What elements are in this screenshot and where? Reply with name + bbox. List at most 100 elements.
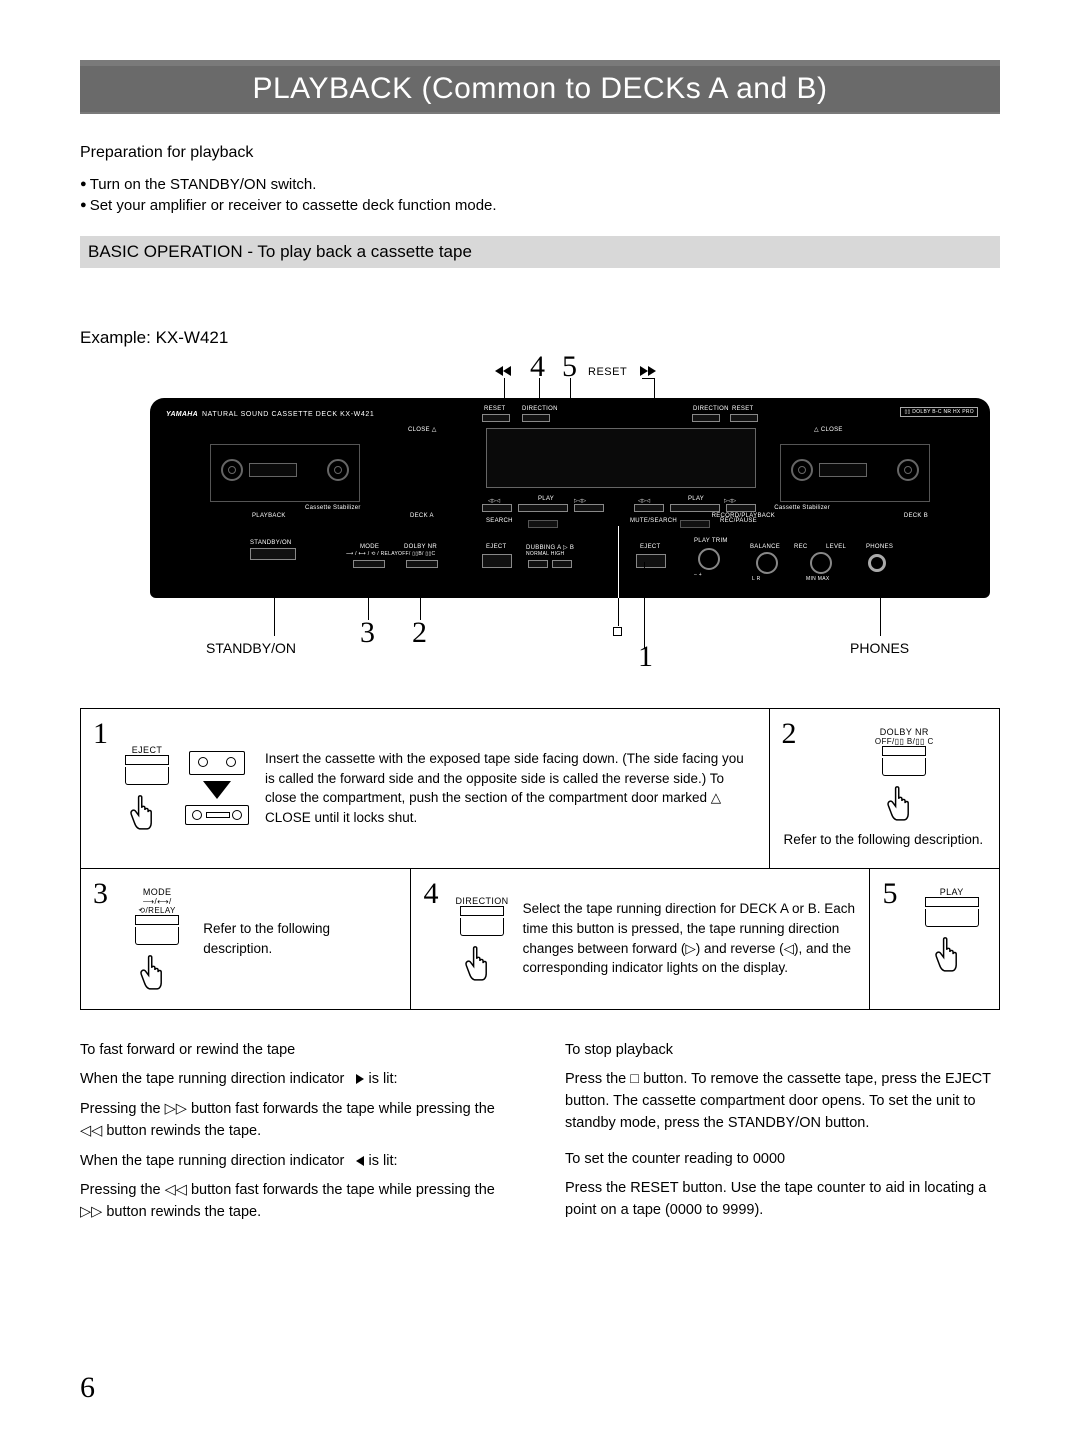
lbl-mute: MUTE/SEARCH xyxy=(630,518,677,524)
hand-icon xyxy=(126,789,168,831)
mode-button[interactable] xyxy=(353,560,385,568)
playtrim-knob[interactable] xyxy=(698,548,720,570)
left-p3: When the tape running direction indicato… xyxy=(80,1151,515,1173)
balance-knob[interactable] xyxy=(756,552,778,574)
eject-button-a[interactable] xyxy=(482,554,512,568)
play-button-b[interactable] xyxy=(670,504,720,512)
reset-button[interactable] xyxy=(482,414,510,422)
deck-diagram: 4 5 RESET YAMAHANATURAL SOUND CASSETTE D… xyxy=(80,358,1000,678)
lbl-eject-l: EJECT xyxy=(486,544,507,550)
lbl-play-l: PLAY xyxy=(538,496,554,502)
dolby-press-figure: DOLBY NR OFF/▯▯ B/▯▯ C xyxy=(824,727,986,822)
dub-high-button[interactable] xyxy=(552,560,572,568)
lbl-dolby-sub2: OFF/▯▯ B/▯▯ C xyxy=(824,737,986,746)
leader-line xyxy=(644,562,645,648)
lbl-pm: – + xyxy=(694,572,702,578)
right-p1: Press the □ button. To remove the casset… xyxy=(565,1069,1000,1134)
callout-reset: RESET xyxy=(588,366,627,378)
rewind-icon xyxy=(495,364,511,378)
lbl-dolby: DOLBY NR xyxy=(404,544,437,550)
rew-button-a[interactable] xyxy=(482,504,512,512)
lbl-reset-l: RESET xyxy=(484,406,506,412)
lbl-lr: L R xyxy=(752,576,761,582)
lbl-direction2: DIRECTION xyxy=(455,896,508,906)
reel-icon xyxy=(791,459,813,481)
lbl-close-a: CLOSE △ xyxy=(408,426,437,433)
callout-standby: STANDBY/ON xyxy=(206,640,296,656)
col-left: To fast forward or rewind the tape When … xyxy=(80,1040,515,1232)
col-right: To stop playback Press the □ button. To … xyxy=(565,1040,1000,1232)
lbl-deck-b: DECK B xyxy=(904,513,928,519)
lbl-level: LEVEL xyxy=(826,544,846,550)
stop-button-a[interactable] xyxy=(528,520,558,528)
step-4-text: Select the tape running direction for DE… xyxy=(523,899,856,977)
phones-jack[interactable] xyxy=(868,554,886,572)
dub-normal-button[interactable] xyxy=(528,560,548,568)
fwd-icon xyxy=(356,1074,364,1084)
steps-table: 1 EJECT Insert the cassette with the exp… xyxy=(80,708,1000,1010)
hand-icon xyxy=(461,940,503,982)
callout-phones: PHONES xyxy=(850,640,909,656)
lbl-balance: BALANCE xyxy=(750,544,780,550)
rew-button-b[interactable] xyxy=(634,504,664,512)
lbl-minmax: MIN MAX xyxy=(806,576,830,582)
dolby-badge: ▯▯ DOLBY B-C NR HX PRO xyxy=(900,407,978,417)
direction-button[interactable] xyxy=(522,414,550,422)
standby-button[interactable] xyxy=(250,548,296,560)
ff-button-a[interactable] xyxy=(574,504,604,512)
stop-icon xyxy=(613,622,622,640)
direction-button-b[interactable] xyxy=(692,414,720,422)
example-label: Example: KX-W421 xyxy=(80,328,1000,348)
lbl-mode-sub2: ⟶/⟷/⟲/RELAY xyxy=(125,897,189,915)
play-press-figure: PLAY xyxy=(918,887,985,973)
left-p2: Pressing the ▷▷ button fast forwards the… xyxy=(80,1099,515,1143)
step-1-text: Insert the cassette with the exposed tap… xyxy=(265,749,755,827)
lbl-play-r: PLAY xyxy=(688,496,704,502)
callout-1: 1 xyxy=(638,640,653,674)
lbl-search: SEARCH xyxy=(486,518,513,524)
page-number: 6 xyxy=(80,1371,95,1405)
step-2-num: 2 xyxy=(782,717,797,751)
prep-bullet-2: Set your amplifier or receiver to casset… xyxy=(80,197,1000,214)
reclevel-knob[interactable] xyxy=(810,552,832,574)
reset-button-b[interactable] xyxy=(730,414,758,422)
lbl-play2: PLAY xyxy=(918,887,985,897)
callout-3: 3 xyxy=(360,616,375,650)
play-button-a[interactable] xyxy=(518,504,568,512)
ffwd-icon xyxy=(640,364,656,378)
reel-icon xyxy=(327,459,349,481)
insert-cassette-figure xyxy=(185,751,249,825)
down-arrow-icon xyxy=(203,781,231,799)
leader-line xyxy=(880,576,881,636)
hand-icon xyxy=(883,780,925,822)
section-heading: BASIC OPERATION - To play back a cassett… xyxy=(80,236,1000,268)
page-title: PLAYBACK (Common to DECKs A and B) xyxy=(80,66,1000,112)
lbl-direction-r: DIRECTION xyxy=(693,406,729,412)
direction-press-figure: DIRECTION xyxy=(455,896,508,982)
eject-button-b[interactable] xyxy=(636,554,666,568)
center-display xyxy=(486,428,756,488)
lbl-stab-b: Cassette Stabilizer xyxy=(774,505,830,511)
lbl-dubbing-sub: NORMAL HIGH xyxy=(526,551,564,557)
ff-button-b[interactable] xyxy=(726,504,756,512)
lbl-standby: STANDBY/ON xyxy=(250,540,292,546)
dolby-button[interactable] xyxy=(406,560,438,568)
callout-4: 4 xyxy=(530,350,546,384)
right-h1: To stop playback xyxy=(565,1040,1000,1062)
stop-button-b[interactable] xyxy=(680,520,710,528)
lbl-mode: MODE xyxy=(360,544,379,550)
title-bar: PLAYBACK (Common to DECKs A and B) xyxy=(80,60,1000,114)
reel-icon xyxy=(221,459,243,481)
prep-heading: Preparation for playback xyxy=(80,144,1000,162)
lbl-close-b: △ CLOSE xyxy=(814,426,843,433)
tape-window xyxy=(249,463,297,477)
step-4-num: 4 xyxy=(423,877,438,911)
leader-line xyxy=(420,568,421,620)
mode-press-figure: MODE ⟶/⟷/⟲/RELAY xyxy=(125,887,189,991)
cassette-deck-body: YAMAHANATURAL SOUND CASSETTE DECK KX-W42… xyxy=(150,398,990,598)
leader-line xyxy=(642,378,654,379)
lbl-phones: PHONES xyxy=(866,544,893,550)
step-3-num: 3 xyxy=(93,877,108,911)
lbl-dolby-sub: OFF/ ▯▯B/ ▯▯C xyxy=(398,551,435,557)
lbl-stab-a: Cassette Stabilizer xyxy=(305,505,361,511)
